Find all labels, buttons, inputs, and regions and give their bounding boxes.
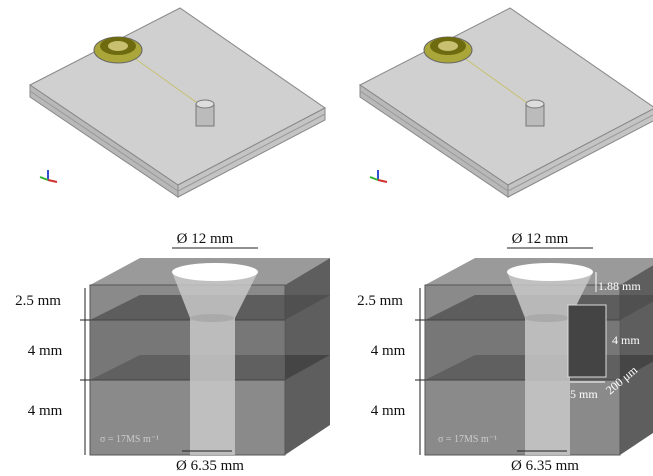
label: 4 mm [28, 403, 63, 419]
label: 5 mm [570, 387, 598, 401]
label: σ = 17MS m⁻¹ [100, 434, 159, 445]
cross-section-left [80, 248, 330, 455]
plate-model-left [30, 8, 325, 197]
label: 2.5 mm [15, 293, 61, 309]
label: 4 mm [28, 343, 63, 359]
label: 4 mm [371, 403, 406, 419]
label: Ø 6.35 mm [176, 458, 244, 474]
plate-model-right [360, 8, 653, 197]
figure: Ø 12 mm 2.5 mm 4 mm 4 mm Ø 6.35 mm σ = 1… [0, 0, 653, 476]
label: 4 mm [612, 333, 640, 347]
label: 2.5 mm [357, 293, 403, 309]
label: σ = 17MS m⁻¹ [438, 434, 497, 445]
label: Ø 6.35 mm [511, 458, 579, 474]
label: 4 mm [371, 343, 406, 359]
label: Ø 12 mm [512, 231, 569, 247]
label: Ø 12 mm [177, 231, 234, 247]
label: 1.88 mm [598, 279, 641, 293]
